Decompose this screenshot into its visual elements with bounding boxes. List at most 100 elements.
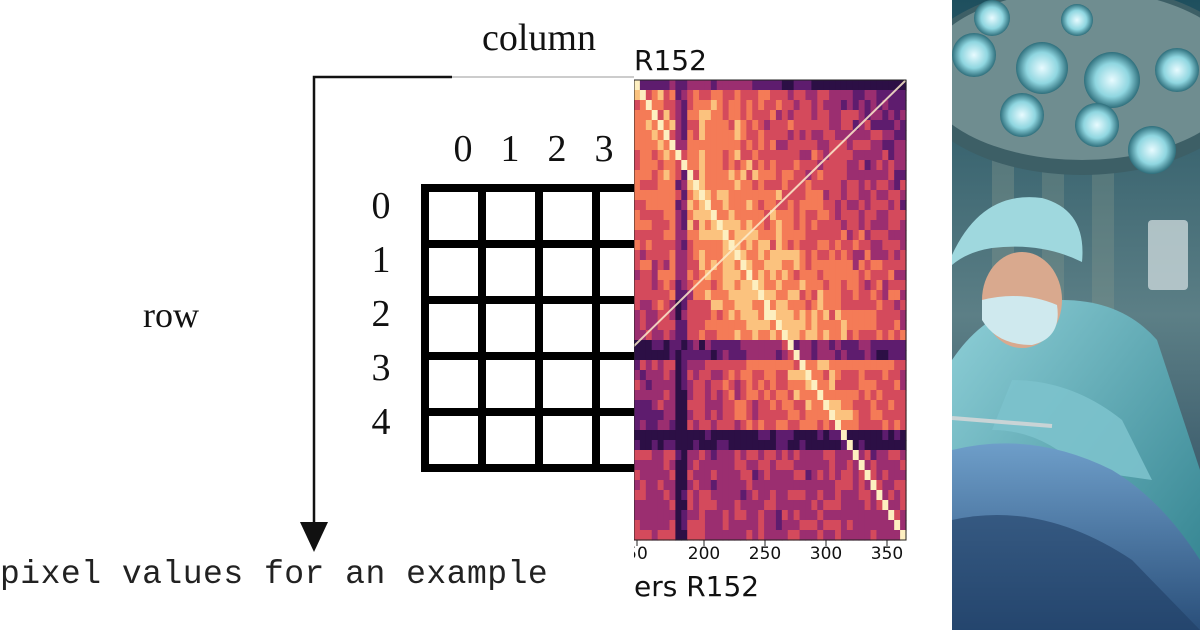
- heatmap-cell: [746, 450, 753, 461]
- heatmap-cell: [775, 180, 783, 191]
- heatmap-cell: [764, 460, 771, 471]
- heatmap-cell: [840, 250, 848, 261]
- heatmap-cell: [858, 390, 866, 401]
- heatmap-cell: [758, 460, 765, 471]
- heatmap-cell: [669, 80, 676, 91]
- heatmap-cell: [775, 450, 783, 461]
- heatmap-cell: [764, 420, 771, 431]
- heatmap-cell: [864, 440, 872, 451]
- heatmap-cell: [876, 530, 883, 541]
- heatmap-cell: [681, 420, 688, 431]
- heatmap-cell: [740, 460, 747, 471]
- heatmap-cell: [758, 490, 765, 501]
- heatmap-cell: [799, 160, 807, 171]
- heatmap-cell: [657, 350, 665, 361]
- heatmap-cell: [752, 400, 759, 411]
- heatmap-cell: [710, 430, 718, 441]
- heatmap-cell: [675, 230, 682, 241]
- heatmap-cell: [657, 230, 665, 241]
- heatmap-cell: [882, 480, 889, 491]
- heatmap-cell: [835, 100, 842, 111]
- heatmap-cell: [675, 130, 682, 141]
- heatmap-cell: [657, 150, 665, 161]
- heatmap-cell: [799, 180, 807, 191]
- heatmap-cell: [728, 90, 736, 101]
- heatmap-cell: [764, 440, 771, 451]
- heatmap-cell: [858, 340, 866, 351]
- heatmap-cell: [675, 340, 682, 351]
- heatmap-cell: [781, 450, 789, 461]
- heatmap-cell: [811, 110, 818, 121]
- heatmap-cell: [746, 190, 753, 201]
- heatmap-cell: [687, 470, 694, 481]
- heatmap-cell: [746, 510, 753, 521]
- heatmap-cell: [817, 300, 824, 311]
- heatmap-cell: [722, 360, 730, 371]
- heatmap-cell: [900, 380, 907, 391]
- heatmap-cell: [634, 180, 641, 191]
- heatmap-cell: [710, 200, 718, 211]
- heatmap-cell: [651, 180, 659, 191]
- heatmap-cell: [693, 150, 700, 161]
- heatmap-cell: [764, 290, 771, 301]
- heatmap-cell: [876, 200, 883, 211]
- heatmap-cell: [840, 270, 848, 281]
- heatmap-cell: [840, 90, 848, 101]
- heatmap-cell: [687, 130, 694, 141]
- heatmap-cell: [870, 420, 878, 431]
- heatmap-cell: [746, 470, 753, 481]
- heatmap-cell: [657, 530, 665, 541]
- heatmap-cell: [900, 460, 907, 471]
- heatmap-cell: [870, 400, 878, 411]
- heatmap-cell: [840, 230, 848, 241]
- heatmap-cell: [840, 420, 848, 431]
- heatmap-cell: [835, 120, 842, 131]
- heatmap-cell: [681, 460, 688, 471]
- heatmap-cell: [770, 350, 777, 361]
- heatmap-cell: [710, 490, 718, 501]
- heatmap-cell: [840, 360, 848, 371]
- heatmap-cell: [775, 330, 783, 341]
- heatmap-cell: [693, 240, 700, 251]
- heatmap-cell: [639, 430, 647, 441]
- heatmap-cell: [864, 340, 872, 351]
- heatmap-cell: [882, 500, 889, 511]
- heatmap-cell: [829, 480, 836, 491]
- heatmap-cell: [852, 90, 860, 101]
- heatmap-cell: [639, 290, 647, 301]
- heatmap-cell: [716, 190, 724, 201]
- heatmap-cell: [634, 470, 641, 481]
- heatmap-cell: [651, 290, 659, 301]
- heatmap-cell: [882, 420, 889, 431]
- heatmap-cell: [817, 400, 824, 411]
- heatmap-cell: [781, 330, 789, 341]
- heatmap-cell: [651, 500, 659, 511]
- heatmap-cell: [805, 430, 812, 441]
- heatmap-cell: [639, 190, 647, 201]
- heatmap-cell: [805, 120, 812, 131]
- heatmap-cell: [846, 100, 854, 111]
- heatmap-cell: [817, 320, 824, 331]
- heatmap-cell: [663, 270, 671, 281]
- heatmap-cell: [876, 450, 883, 461]
- heatmap-cell: [787, 260, 795, 271]
- heatmap-cell: [722, 170, 730, 181]
- heatmap-cell: [764, 350, 771, 361]
- heatmap-cell: [634, 510, 641, 521]
- heatmap-cell: [787, 420, 795, 431]
- heatmap-cell: [758, 250, 765, 261]
- heatmap-cell: [645, 220, 653, 231]
- heatmap-cell: [634, 260, 641, 271]
- heatmap-cell: [870, 250, 878, 261]
- heatmap-cell: [699, 120, 706, 131]
- heatmap-cell: [805, 280, 812, 291]
- heatmap-cell: [870, 270, 878, 281]
- heatmap-cell: [710, 180, 718, 191]
- heatmap-cell: [840, 150, 848, 161]
- heatmap-cell: [681, 270, 688, 281]
- heatmap-cell: [894, 180, 901, 191]
- heatmap-cell: [693, 210, 700, 221]
- heatmap-cell: [645, 80, 653, 91]
- heatmap-cell: [888, 530, 895, 541]
- heatmap-cell: [639, 330, 647, 341]
